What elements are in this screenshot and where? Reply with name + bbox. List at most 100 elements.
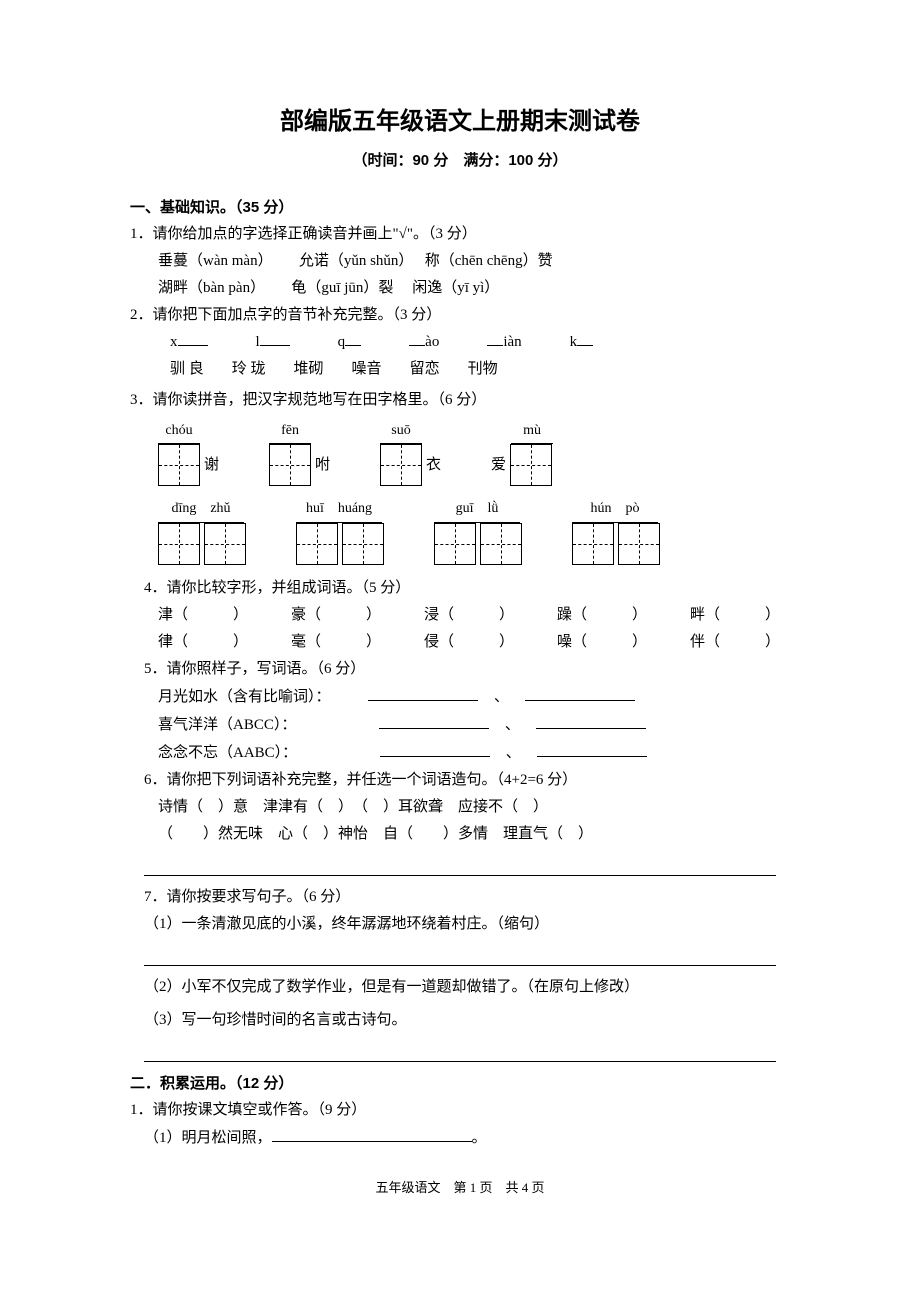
- q2-py: l: [256, 329, 290, 356]
- tz-pinyin: dīng zhǔ: [158, 496, 244, 522]
- q4-item: 浸（ ）: [424, 602, 514, 629]
- blank[interactable]: [537, 739, 647, 757]
- tz-prefix: 爱: [491, 452, 506, 479]
- q2-pinyin-row: x l q ào iàn k: [170, 329, 790, 356]
- q1-item: 允诺（yǔn shǔn）: [299, 253, 406, 269]
- q2-py: ào: [409, 329, 439, 356]
- tz-suffix: 衣: [426, 452, 441, 479]
- q5-item: 念念不忘（AABC）： 、: [158, 739, 790, 767]
- question-5: 5．请你照样子，写词语。（6 分）: [144, 656, 790, 683]
- page-title: 部编版五年级语文上册期末测试卷: [130, 100, 790, 143]
- q6-line2: （ ）然无味 心（ ）神怡 自（ ）多情 理直气（ ）: [158, 821, 790, 848]
- q1-item: 称（chēn chēng）赞: [425, 253, 553, 269]
- blank[interactable]: [380, 739, 490, 757]
- q5-item: 喜气洋洋（ABCC）： 、: [158, 711, 790, 739]
- q1-item: 湖畔（bàn pàn）: [158, 280, 258, 296]
- q5-item: 月光如水（含有比喻词）： 、: [158, 683, 790, 711]
- section-2-heading: 二．积累运用。（12 分）: [130, 1070, 790, 1097]
- blank[interactable]: [525, 683, 635, 701]
- tianzi-group: chóu 谢: [158, 418, 219, 486]
- tianzi-group: guī lǜ: [434, 496, 522, 564]
- q3-row2: dīng zhǔ huī huáng guī lǜ hún pò: [158, 496, 790, 564]
- section-1-heading: 一、基础知识。（35 分）: [130, 194, 790, 221]
- q2-py: q: [338, 329, 362, 356]
- tz-pinyin: huī huáng: [296, 496, 382, 522]
- q2-char-row: 驯 良 玲 珑 堆砌 噪音 留恋 刊物: [170, 356, 790, 383]
- question-1: 1．请你给加点的字选择正确读音并画上"√"。（3 分）: [130, 221, 790, 248]
- s2-q1-s1: （1）明月松间照，。: [144, 1124, 790, 1152]
- tianzi-box[interactable]: [269, 444, 311, 486]
- question-3: 3．请你读拼音，把汉字规范地写在田字格里。（6 分）: [130, 387, 790, 414]
- q4-item: 毫（ ）: [291, 629, 381, 656]
- tz-pinyin: suō: [380, 418, 422, 444]
- q3-row1: chóu 谢 fēn 咐 suō 衣 mù 爱: [158, 418, 790, 486]
- tianzi-group: fēn 咐: [269, 418, 330, 486]
- tianzi-group: mù 爱: [491, 418, 553, 486]
- q2-py: k: [570, 329, 594, 356]
- blank[interactable]: [536, 711, 646, 729]
- q4-item: 畔（ ）: [690, 602, 780, 629]
- q4-item: 伴（ ）: [690, 629, 780, 656]
- blank[interactable]: [368, 683, 478, 701]
- question-7: 7．请你按要求写句子。（6 分）: [144, 884, 790, 911]
- question-2: 2．请你把下面加点字的音节补充完整。（3 分）: [130, 302, 790, 329]
- q1-item: 闲逸（yī yì）: [412, 280, 499, 296]
- q4-item: 噪（ ）: [557, 629, 647, 656]
- tianzi-group: hún pò: [572, 496, 660, 564]
- q2-py: iàn: [487, 329, 521, 356]
- tz-pinyin: fēn: [269, 418, 311, 444]
- q1-item: 垂蔓（wàn màn）: [158, 253, 265, 269]
- tianzi-box[interactable]: [380, 444, 422, 486]
- question-4: 4．请你比较字形，并组成词语。（5 分）: [144, 575, 790, 602]
- q2-char: 玲 珑: [232, 356, 266, 383]
- tz-suffix: 谢: [204, 452, 219, 479]
- tz-pinyin: guī lǜ: [434, 496, 520, 522]
- tz-pinyin: chóu: [158, 418, 200, 444]
- question-6: 6．请你把下列词语补充完整，并任选一个词语造句。（4+2=6 分）: [144, 767, 790, 794]
- q4-item: 豪（ ）: [291, 602, 381, 629]
- tz-suffix: 咐: [315, 452, 330, 479]
- q4-item: 津（ ）: [158, 602, 248, 629]
- s2-question-1: 1．请你按课文填空或作答。（9 分）: [130, 1097, 790, 1124]
- q1-line1: 垂蔓（wàn màn） 允诺（yǔn shǔn） 称（chēn chēng）赞: [158, 248, 790, 275]
- tz-pinyin: hún pò: [572, 496, 658, 522]
- q4-item: 律（ ）: [158, 629, 248, 656]
- q7-s3: （3）写一句珍惜时间的名言或古诗句。: [144, 1007, 790, 1034]
- tianzi-box[interactable]: [296, 523, 338, 565]
- tianzi-box[interactable]: [480, 523, 522, 565]
- answer-line[interactable]: [144, 856, 776, 876]
- tianzi-box[interactable]: [342, 523, 384, 565]
- q1-item: 龟（guī jūn）裂: [291, 280, 393, 296]
- q1-line2: 湖畔（bàn pàn） 龟（guī jūn）裂 闲逸（yī yì）: [158, 275, 790, 302]
- tianzi-group: huī huáng: [296, 496, 384, 564]
- blank[interactable]: [379, 711, 489, 729]
- page-footer: 五年级语文 第 1 页 共 4 页: [130, 1176, 790, 1199]
- tianzi-box[interactable]: [618, 523, 660, 565]
- tianzi-group: dīng zhǔ: [158, 496, 246, 564]
- q4-item: 侵（ ）: [424, 629, 514, 656]
- q2-char: 留恋: [410, 356, 440, 383]
- page-subtitle: （时间：90 分 满分：100 分）: [130, 147, 790, 174]
- q4-row2: 律（ ） 毫（ ） 侵（ ） 噪（ ） 伴（ ）: [158, 629, 780, 656]
- q6-line1: 诗情（ ）意 津津有（ ） （ ）耳欲聋 应接不（ ）: [158, 794, 790, 821]
- q4-item: 躁（ ）: [557, 602, 647, 629]
- q2-py: x: [170, 329, 208, 356]
- q4-row1: 津（ ） 豪（ ） 浸（ ） 躁（ ） 畔（ ）: [158, 602, 780, 629]
- tz-pinyin: mù: [511, 418, 553, 444]
- tianzi-box[interactable]: [572, 523, 614, 565]
- q7-s2: （2）小军不仅完成了数学作业，但是有一道题却做错了。（在原句上修改）: [144, 974, 790, 1001]
- q2-char: 驯 良: [170, 356, 204, 383]
- tianzi-box[interactable]: [158, 523, 200, 565]
- q7-s1: （1）一条清澈见底的小溪，终年潺潺地环绕着村庄。（缩句）: [144, 911, 790, 938]
- tianzi-box[interactable]: [434, 523, 476, 565]
- q2-char: 刊物: [468, 356, 498, 383]
- blank[interactable]: [272, 1124, 472, 1142]
- tianzi-box[interactable]: [158, 444, 200, 486]
- tianzi-box[interactable]: [204, 523, 246, 565]
- answer-line[interactable]: [144, 1042, 776, 1062]
- q2-char: 噪音: [352, 356, 382, 383]
- tianzi-group: suō 衣: [380, 418, 441, 486]
- answer-line[interactable]: [144, 946, 776, 966]
- tianzi-box[interactable]: [510, 444, 552, 486]
- q2-char: 堆砌: [294, 356, 324, 383]
